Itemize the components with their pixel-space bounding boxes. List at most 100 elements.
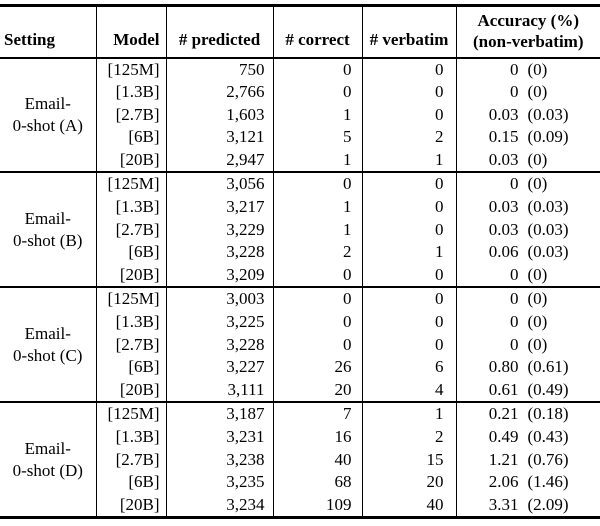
model-cell: [20B] xyxy=(95,148,166,173)
accuracy-cell: 0 (0) xyxy=(455,287,600,312)
accuracy-nonverbatim-value: (0) xyxy=(527,174,548,194)
correct-cell: 7 xyxy=(272,402,362,426)
accuracy-nonverbatim-value: (0) xyxy=(527,312,548,332)
setting-cell: Email- 0-shot (A) xyxy=(0,58,96,173)
setting-line1: Email- xyxy=(24,438,71,458)
accuracy-value: 0 xyxy=(510,264,519,284)
accuracy-nonverbatim-value: (0.61) xyxy=(527,357,569,377)
accuracy-cell: 3.31 (2.09) xyxy=(455,493,600,518)
correct-cell: 20 xyxy=(272,378,362,403)
model-cell: [1.3B] xyxy=(95,426,166,449)
accuracy-cell: 1.21 (0.76) xyxy=(455,448,600,472)
accuracy-cell: 0 (0) xyxy=(455,57,600,82)
predicted-cell: 3,121 xyxy=(165,126,273,149)
model-cell: [1.3B] xyxy=(95,196,166,219)
accuracy-cell: 0.15 (0.09) xyxy=(455,126,600,149)
predicted-cell: 2,947 xyxy=(165,148,273,173)
predicted-cell: 1,603 xyxy=(165,103,273,127)
table-row: [1.3B] 3,225 0 0 0 (0) xyxy=(0,311,600,334)
table-row: [1.3B] 3,231 16 2 0.49 (0.43) xyxy=(0,426,600,449)
accuracy-value: 0.03 xyxy=(488,219,519,239)
setting-line1: Email- xyxy=(24,208,71,228)
predicted-cell: 3,231 xyxy=(165,426,273,449)
correct-cell: 109 xyxy=(272,493,362,518)
accuracy-value: 0.03 xyxy=(488,149,519,169)
correct-cell: 0 xyxy=(272,263,362,288)
accuracy-cell: 2.06 (1.46) xyxy=(455,471,600,494)
header-setting: Setting xyxy=(4,29,55,49)
header-predicted: # predicted xyxy=(165,5,273,58)
table-row: Email- 0-shot (B) [125M] 3,056 0 0 0 (0) xyxy=(0,172,600,250)
header-row: Setting Model # predicted # correct # ve… xyxy=(0,5,600,58)
accuracy-nonverbatim-value: (0.03) xyxy=(527,219,569,239)
correct-cell: 68 xyxy=(272,471,362,494)
setting-line2: 0-shot (D) xyxy=(12,460,83,480)
accuracy-cell: 0.03 (0) xyxy=(455,148,600,173)
block-email-0-shot-c: Email- 0-shot (C) [125M] 3,003 0 0 0 (0) … xyxy=(0,287,600,403)
accuracy-value: 1.21 xyxy=(488,449,519,469)
accuracy-cell: 0.03 (0.03) xyxy=(455,218,600,242)
verbatim-cell: 40 xyxy=(361,493,456,518)
accuracy-value: 0 xyxy=(510,289,519,309)
accuracy-cell: 0 (0) xyxy=(455,263,600,288)
header-model: Model xyxy=(95,5,166,58)
correct-cell: 26 xyxy=(272,356,362,379)
model-cell: [2.7B] xyxy=(95,448,166,472)
verbatim-cell: 15 xyxy=(361,448,456,472)
header-accuracy: Accuracy (%) (non-verbatim) xyxy=(455,5,600,58)
table-row: [6B] 3,227 26 6 0.80 (0.61) xyxy=(0,356,600,379)
accuracy-value: 0.21 xyxy=(488,404,519,424)
predicted-cell: 3,227 xyxy=(165,356,273,379)
accuracy-cell: 0.61 (0.49) xyxy=(455,378,600,403)
accuracy-value: 0 xyxy=(510,312,519,332)
correct-cell: 0 xyxy=(272,287,362,312)
table-row: [6B] 3,235 68 20 2.06 (1.46) xyxy=(0,471,600,494)
verbatim-cell: 1 xyxy=(361,148,456,173)
setting-line2: 0-shot (A) xyxy=(12,115,83,135)
model-cell: [6B] xyxy=(95,241,166,264)
verbatim-cell: 20 xyxy=(361,471,456,494)
accuracy-nonverbatim-value: (0.03) xyxy=(527,197,569,217)
table-row: [2.7B] 3,229 1 0 0.03 (0.03) xyxy=(0,218,600,242)
table-row: [1.3B] 3,217 1 0 0.03 (0.03) xyxy=(0,196,600,219)
predicted-cell: 3,234 xyxy=(165,493,273,518)
correct-cell: 0 xyxy=(272,311,362,334)
table-row: Email- 0-shot (A) [125M] 750 0 0 0 (0) xyxy=(0,57,600,135)
table-row: [20B] 3,234 109 40 3.31 (2.09) xyxy=(0,493,600,518)
predicted-cell: 3,056 xyxy=(165,172,273,197)
table-row: [20B] 2,947 1 1 0.03 (0) xyxy=(0,148,600,173)
table-row: Email- 0-shot (C) [125M] 3,003 0 0 0 (0) xyxy=(0,287,600,365)
correct-cell: 16 xyxy=(272,426,362,449)
verbatim-cell: 1 xyxy=(361,241,456,264)
accuracy-value: 0.61 xyxy=(488,379,519,399)
accuracy-value: 0.49 xyxy=(488,427,519,446)
model-cell: [2.7B] xyxy=(95,103,166,127)
table-row: [2.7B] 3,228 0 0 0 (0) xyxy=(0,333,600,357)
header-accuracy-line1: Accuracy (%) xyxy=(477,11,580,31)
verbatim-cell: 0 xyxy=(361,333,456,357)
accuracy-value: 0 xyxy=(510,334,519,354)
accuracy-cell: 0 (0) xyxy=(455,311,600,334)
accuracy-nonverbatim-value: (1.46) xyxy=(527,472,569,492)
model-cell: [125M] xyxy=(95,402,166,426)
predicted-cell: 3,235 xyxy=(165,471,273,494)
model-cell: [1.3B] xyxy=(95,81,166,104)
table-row: [2.7B] 1,603 1 0 0.03 (0.03) xyxy=(0,103,600,127)
correct-cell: 2 xyxy=(272,241,362,264)
accuracy-value: 0.03 xyxy=(488,197,519,217)
setting-cell: Email- 0-shot (C) xyxy=(0,287,96,402)
accuracy-cell: 0.49 (0.43) xyxy=(455,426,600,449)
verbatim-cell: 0 xyxy=(361,57,456,82)
accuracy-cell: 0 (0) xyxy=(455,172,600,197)
header-verbatim: # verbatim xyxy=(361,5,456,58)
results-table: Setting Model # predicted # correct # ve… xyxy=(0,4,600,520)
verbatim-cell: 0 xyxy=(361,263,456,288)
model-cell: [125M] xyxy=(95,287,166,312)
predicted-cell: 3,111 xyxy=(165,378,273,403)
model-cell: [20B] xyxy=(95,263,166,288)
verbatim-cell: 0 xyxy=(361,196,456,219)
setting-line2: 0-shot (B) xyxy=(13,230,83,250)
accuracy-nonverbatim-value: (0) xyxy=(527,289,548,309)
predicted-cell: 3,209 xyxy=(165,263,273,288)
setting-line1: Email- xyxy=(24,323,71,343)
